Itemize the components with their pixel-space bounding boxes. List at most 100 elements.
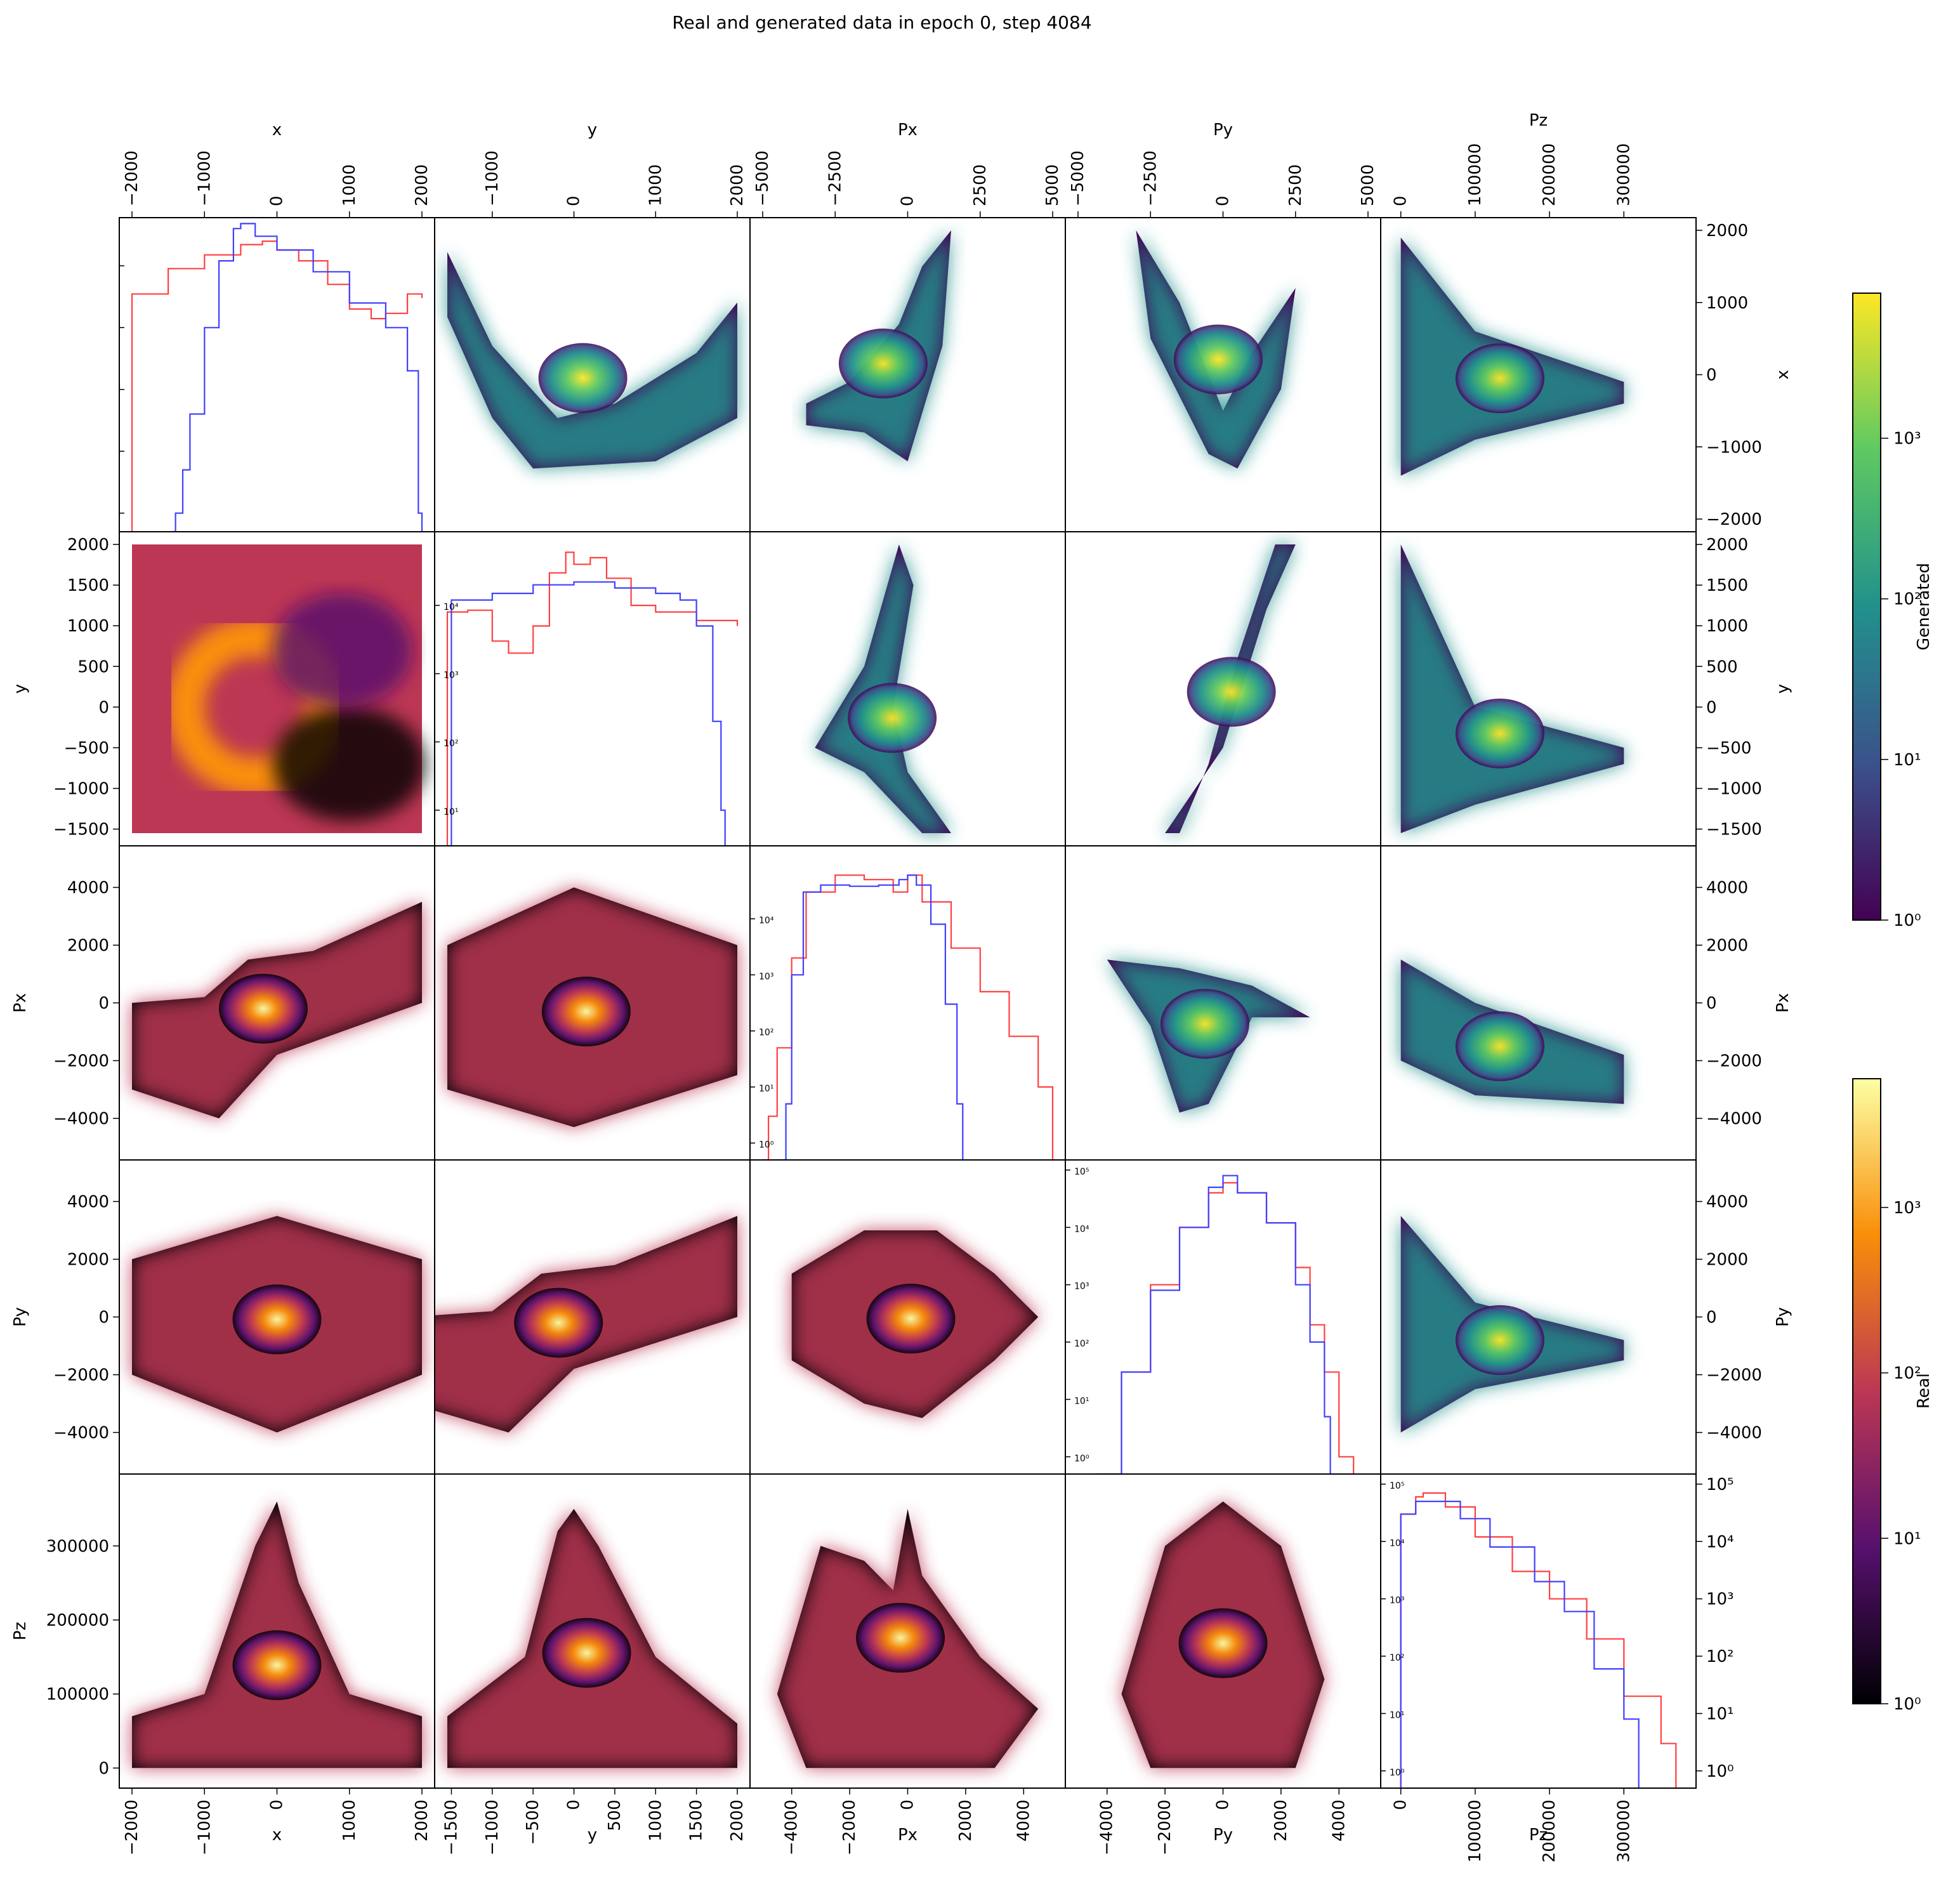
top-axis-label-Py: Py [1213,121,1233,140]
top-tick-label: −1000 [195,150,214,206]
right-tick-label: −500 [1706,739,1751,758]
x-tick-label: 2000 [1272,1800,1291,1841]
x-tick-label: 2000 [728,1800,747,1841]
hist-yticks: 10⁰ 10¹ 10² 10³ 10⁴ [88,258,124,514]
hist-generated-x [171,223,423,532]
cell-y-y: 10¹ 10² 10³ 10⁴ [434,531,751,846]
top-tick-label: 5000 [1358,164,1378,206]
x-axis-label-x: x [272,1826,282,1845]
x-tick-label: −2000 [122,1800,141,1855]
hist-ytick-label: 10² [1074,1339,1089,1349]
cell-y-Px [749,531,1066,846]
right-tick-label: 10⁴ [1706,1532,1734,1551]
cell-Px-y [434,845,751,1161]
cell-x-x: 10⁰ 10¹ 10² 10³ 10⁴ [88,217,435,532]
right-tick-label: −4000 [1706,1110,1762,1129]
y-tick-label: 100000 [46,1685,109,1704]
cell-frame [1380,1473,1697,1789]
y-tick-label: 200000 [46,1611,109,1630]
cell-Py-Py: 10⁰ 10¹ 10² 10³ 10⁴ 10⁵ [1065,1159,1381,1475]
x-tick-label: −4000 [782,1800,801,1855]
y-tick-label: 500 [77,657,109,676]
y-tick-label: −4000 [53,1110,109,1129]
colorbar-generated-label: Generated [1914,563,1933,650]
right-tick-label: 10¹ [1706,1704,1734,1723]
top-tick-label: 5000 [1043,164,1062,206]
top-tick-label: 0 [1214,195,1233,206]
y-tick-label: 4000 [67,879,109,898]
density-Py-y [435,1216,737,1433]
x-tick-label: −1000 [483,1800,502,1855]
colorbar-tick-label: 10² [1893,1364,1921,1383]
hist-yticks: 10⁰ 10¹ 10² 10³ 10⁴ [750,916,774,1150]
hist-yticks: 10¹ 10² 10³ 10⁴ [435,602,459,817]
right-tick-label: 10⁰ [1706,1762,1734,1781]
x-tick-label: 100000 [1466,1800,1485,1862]
x-tick-label: −1500 [442,1800,461,1855]
colorbar-tick-label: 10⁰ [1893,1695,1921,1714]
density-Pz-Py [1121,1501,1325,1768]
top-tick-label: 2500 [1286,164,1305,206]
top-axis-label-y: y [588,121,597,140]
density-x-Pz [1400,237,1624,476]
top-tick-label: 100000 [1466,143,1485,206]
right-tick-label: 500 [1706,657,1738,676]
y-tick-label: 1500 [67,576,109,595]
x-tick-label: 2000 [956,1800,975,1841]
hist-ytick-label: 10⁰ [1074,1454,1089,1464]
density-core [1160,989,1249,1059]
density-core [1455,1305,1544,1375]
top-tick-label: −5000 [753,150,772,206]
density-core [1187,657,1276,727]
top-tick-label: 0 [898,195,918,206]
x-tick-label: 1000 [340,1800,359,1841]
x-tick-label: 200000 [1540,1800,1559,1862]
top-tick-label: 2000 [728,164,747,206]
density-Pz-x [132,1501,422,1768]
hist-ytick-label: 10⁴ [759,916,774,926]
hist-ytick-label: 10³ [1074,1282,1089,1292]
density-void [272,593,412,708]
density-mid [1400,544,1624,833]
hist-ytick-label: 10⁴ [88,258,112,274]
y-tick-label: 0 [98,1308,109,1327]
density-core [542,1617,631,1688]
density-Px-Py [1107,959,1310,1113]
hist-ytick-label: 10² [444,739,458,749]
cell-x-y [434,217,751,532]
colorbar-tick-label: 10¹ [1893,1529,1921,1548]
colorbar-tick-label: 10¹ [1893,751,1921,770]
figure-title: Real and generated data in epoch 0, step… [672,12,1091,33]
hist-ytick-label: 10¹ [759,1084,773,1094]
y-tick-label: 2000 [67,1251,109,1270]
density-y-Pz [1400,544,1624,833]
right-tick-label: −2000 [1706,1366,1762,1385]
density-core [538,343,628,413]
x-tick-label: 0 [565,1800,584,1810]
hist-ytick-label: 10¹ [1074,1396,1089,1406]
cell-y-Pz [1380,531,1697,846]
density-x-Py [1136,230,1296,469]
density-core [1178,1608,1268,1678]
y-axis-label-Px: Px [11,993,30,1013]
cell-frame [749,845,1066,1161]
right-tick-label: −1000 [1706,438,1762,457]
y-tick-label: 1000 [67,617,109,636]
colorbar-tick-label: 10² [1893,590,1921,609]
hist-real-Px [763,874,1054,1160]
cell-x-Px [749,217,1066,532]
cell-Px-Py [1065,845,1381,1161]
x-tick-label: 0 [1391,1800,1411,1810]
y-tick-label: −2000 [53,1052,109,1071]
y-axis-label-Pz: Pz [11,1622,30,1640]
x-tick-label: 0 [898,1800,918,1810]
y-tick-label: 2000 [67,536,109,555]
hist-real-x [131,240,423,532]
right-tick-label: 4000 [1706,1193,1748,1212]
y-tick-label: −4000 [53,1424,109,1443]
density-y-Px [815,544,951,833]
y-tick-label: 0 [98,1759,109,1778]
x-tick-label: −2000 [1155,1800,1174,1855]
hist-ytick-label: 10³ [444,671,458,681]
hist-ytick-label: 10¹ [88,444,112,459]
